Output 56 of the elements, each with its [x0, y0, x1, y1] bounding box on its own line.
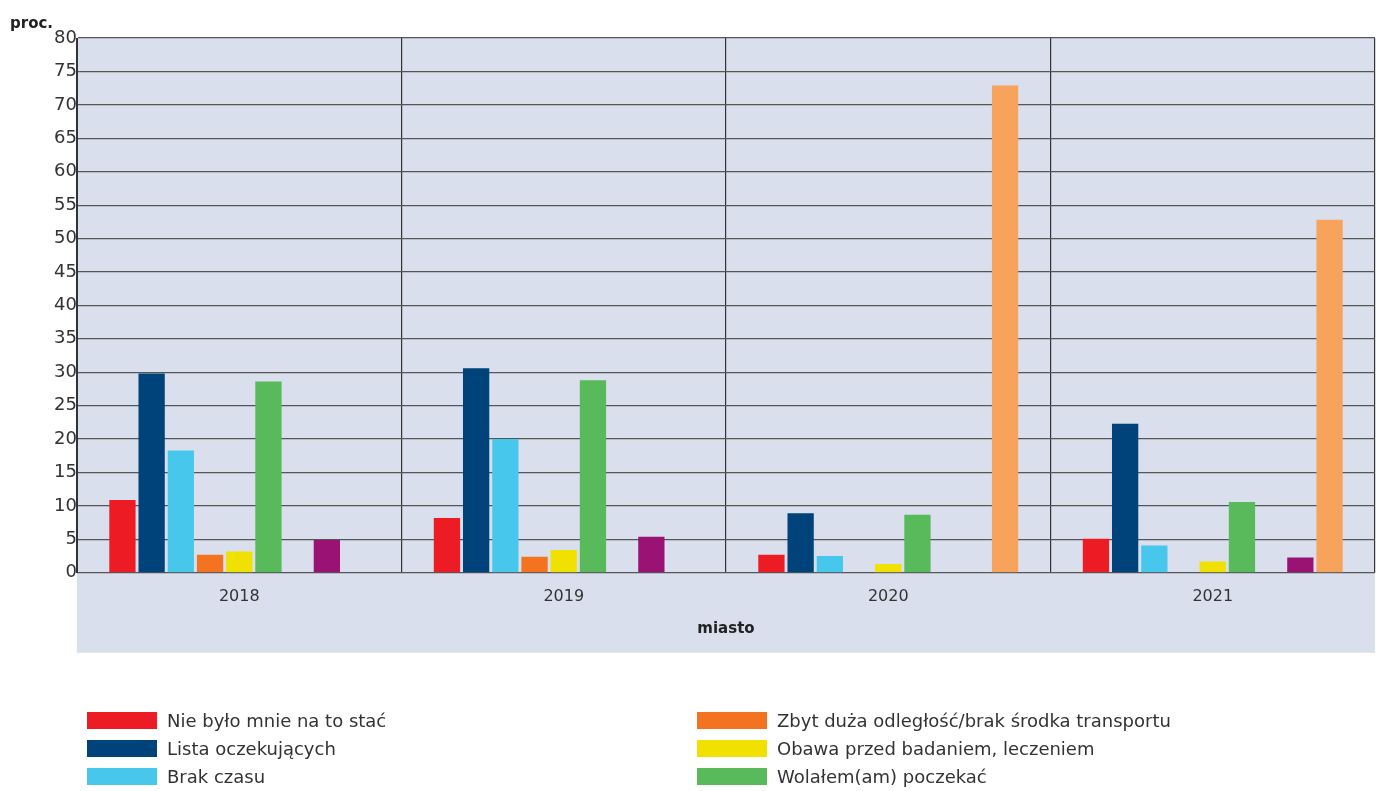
y-tick-label: 65 — [54, 125, 77, 147]
x-tick-label: 2021 — [1192, 585, 1234, 605]
y-tick-label: 75 — [54, 59, 77, 81]
y-tick-label: 5 — [65, 527, 77, 549]
bar — [758, 554, 785, 573]
bar — [787, 513, 814, 573]
y-axis-title: proc. — [10, 14, 54, 33]
y-tick-label: 55 — [54, 192, 77, 214]
x-tick-label: 2020 — [867, 585, 909, 605]
bar — [255, 381, 282, 573]
legend-label: Lista oczekujących — [167, 737, 336, 759]
x-tick-label: 2018 — [218, 585, 260, 605]
y-tick-label: 30 — [54, 359, 77, 381]
bar — [1199, 561, 1226, 573]
y-tick-label: 80 — [54, 25, 77, 47]
bar — [875, 564, 902, 573]
y-tick-label: 0 — [65, 560, 77, 582]
bar — [196, 554, 224, 573]
y-tick-label: 70 — [54, 92, 77, 114]
bar — [1141, 545, 1168, 573]
bar — [433, 517, 461, 573]
y-tick-label: 10 — [54, 493, 77, 515]
bar — [226, 551, 253, 573]
bar — [1228, 501, 1256, 573]
bar — [550, 550, 577, 573]
y-tick-label: 35 — [54, 326, 77, 348]
y-tick-label: 25 — [54, 393, 77, 415]
bar — [579, 380, 607, 573]
bar — [991, 85, 1019, 573]
y-tick-label: 50 — [54, 226, 77, 248]
y-tick-label: 60 — [54, 159, 77, 181]
bar — [1111, 423, 1139, 573]
y-tick-label: 20 — [54, 426, 77, 448]
bar — [109, 499, 136, 573]
bar — [138, 373, 165, 573]
bar — [1287, 557, 1314, 573]
legend-label: Obawa przed badaniem, leczeniem — [777, 737, 1095, 759]
y-tick-label: 45 — [54, 259, 77, 281]
x-tick-label: 2019 — [543, 585, 585, 605]
bar — [521, 556, 548, 573]
bar — [638, 536, 665, 573]
legend-label: Brak czasu — [167, 765, 266, 787]
bar — [816, 556, 843, 573]
legend-label: Nie było mnie na to stać — [167, 709, 387, 731]
bar — [1082, 538, 1110, 573]
legend-label: Zbyt duża odległość/brak środka transportu — [777, 709, 1171, 731]
bar — [167, 450, 194, 573]
bar — [492, 439, 519, 573]
legend-label: Wolałem(am) poczekać — [777, 765, 987, 787]
y-tick-label: 40 — [54, 293, 77, 315]
y-tick-label: 15 — [54, 460, 77, 482]
bar — [313, 540, 341, 573]
bar — [904, 514, 931, 573]
x-axis-title: miasto — [697, 618, 755, 637]
bar — [462, 368, 490, 573]
bar — [1316, 219, 1343, 573]
